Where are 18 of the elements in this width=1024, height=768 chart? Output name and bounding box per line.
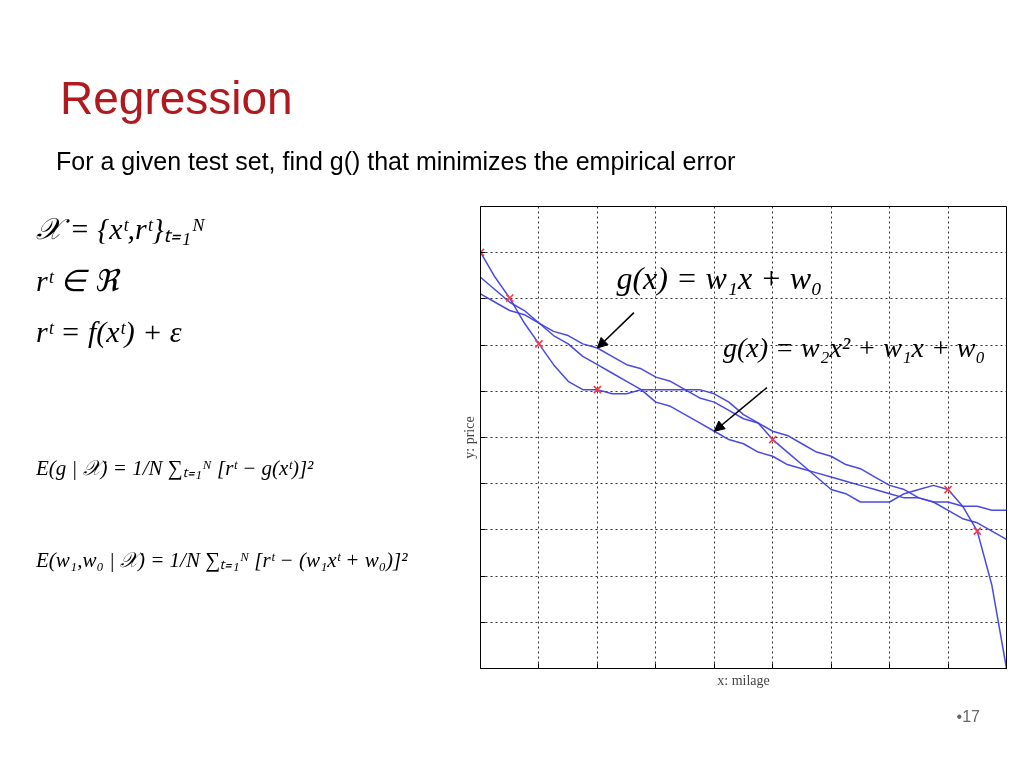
chart-subtitle: For a given test set, find g() that minimizes the empirical error xyxy=(55,146,736,177)
annotation: g(x) = w₂x² + w₁x + w₀ xyxy=(723,331,986,363)
text: rᵗ = f(xᵗ) + ε xyxy=(36,314,183,350)
x-axis-title: x: milage xyxy=(717,672,770,688)
point xyxy=(534,339,544,349)
point xyxy=(505,293,515,303)
point xyxy=(943,485,953,494)
annotation: g(x) = w₁x + w₀ xyxy=(616,259,823,296)
point xyxy=(972,526,982,536)
text: rᵗ ∈ ℜ xyxy=(36,262,122,299)
chart-title: Regression xyxy=(59,71,293,126)
point xyxy=(768,435,778,444)
text: 𝒳 = {xᵗ,rᵗ}ₜ₌₁ᴺ xyxy=(36,211,206,247)
y-axis-title: y: price xyxy=(461,416,477,459)
text: •17 xyxy=(955,707,980,727)
text: E(w₁,w₀ | 𝒳) = 1/N ∑ₜ₌₁ᴺ [rᵗ − (w₁xᵗ + w₀)]² xyxy=(36,546,408,573)
text: E(g | 𝒳) = 1/N ∑ₜ₌₁ᴺ [rᵗ − g(xᵗ)]² xyxy=(36,454,315,481)
point xyxy=(593,385,602,394)
